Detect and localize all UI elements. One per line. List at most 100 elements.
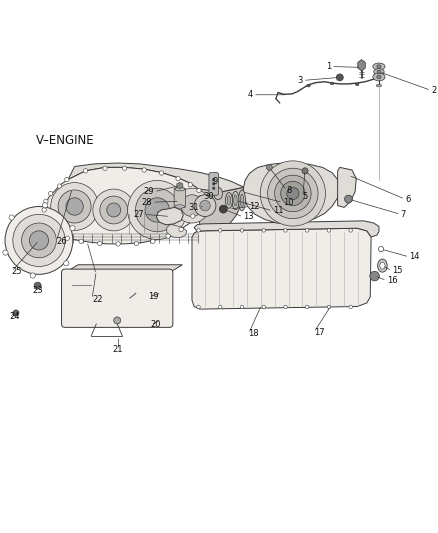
Circle shape [83, 168, 88, 173]
Circle shape [64, 177, 69, 182]
Circle shape [100, 196, 127, 224]
Text: 19: 19 [148, 293, 159, 302]
Circle shape [349, 229, 353, 232]
Ellipse shape [373, 73, 385, 81]
Circle shape [44, 199, 48, 204]
Ellipse shape [377, 75, 381, 79]
Ellipse shape [232, 191, 239, 209]
Circle shape [142, 168, 146, 172]
Circle shape [93, 189, 134, 231]
Text: 13: 13 [243, 213, 254, 221]
Polygon shape [192, 228, 371, 309]
Circle shape [196, 204, 200, 208]
Ellipse shape [239, 190, 245, 211]
Text: 31: 31 [188, 203, 198, 212]
Circle shape [46, 224, 50, 229]
Circle shape [123, 166, 127, 171]
Polygon shape [243, 163, 339, 224]
Circle shape [34, 282, 41, 289]
Circle shape [327, 229, 331, 232]
Polygon shape [68, 163, 244, 197]
Circle shape [135, 188, 179, 232]
Polygon shape [167, 225, 187, 238]
Circle shape [240, 305, 244, 309]
Circle shape [166, 234, 170, 238]
Circle shape [58, 190, 91, 223]
Text: 22: 22 [92, 295, 102, 304]
Circle shape [57, 184, 62, 188]
Circle shape [42, 208, 46, 212]
Text: 17: 17 [314, 328, 325, 337]
Circle shape [327, 305, 331, 309]
Circle shape [284, 305, 287, 309]
Text: 15: 15 [392, 266, 403, 276]
Polygon shape [197, 188, 244, 239]
Circle shape [107, 203, 121, 217]
Circle shape [5, 206, 73, 274]
Polygon shape [358, 60, 365, 71]
Circle shape [103, 166, 107, 171]
Circle shape [151, 239, 155, 244]
Circle shape [79, 239, 83, 244]
Circle shape [13, 310, 19, 316]
Text: 10: 10 [283, 198, 293, 207]
Text: 8: 8 [287, 186, 292, 195]
Ellipse shape [373, 63, 385, 70]
Circle shape [21, 223, 57, 258]
Text: 1: 1 [326, 62, 331, 71]
Circle shape [98, 241, 102, 246]
Text: 24: 24 [9, 312, 20, 321]
Text: 6: 6 [405, 195, 410, 204]
Circle shape [65, 236, 69, 240]
Text: 25: 25 [11, 267, 22, 276]
Ellipse shape [175, 205, 184, 208]
Ellipse shape [330, 82, 334, 85]
Circle shape [43, 216, 47, 220]
Ellipse shape [227, 196, 231, 205]
Circle shape [114, 317, 121, 324]
Text: V–ENGINE: V–ENGINE [35, 134, 94, 147]
Circle shape [49, 191, 53, 196]
Text: 7: 7 [401, 210, 406, 219]
Circle shape [336, 74, 343, 81]
Circle shape [275, 175, 311, 212]
Circle shape [70, 225, 75, 231]
Circle shape [197, 305, 200, 309]
Circle shape [176, 176, 180, 181]
Circle shape [197, 229, 200, 232]
Ellipse shape [175, 188, 184, 191]
Circle shape [116, 242, 120, 246]
Circle shape [302, 168, 308, 174]
Ellipse shape [356, 83, 359, 86]
Text: 14: 14 [410, 253, 420, 261]
Circle shape [262, 229, 265, 232]
Circle shape [175, 188, 209, 223]
Ellipse shape [226, 192, 233, 208]
Circle shape [219, 205, 227, 213]
Circle shape [287, 188, 299, 199]
Polygon shape [65, 265, 182, 272]
Circle shape [219, 229, 222, 232]
Text: 20: 20 [151, 320, 161, 329]
Ellipse shape [380, 262, 385, 269]
Circle shape [281, 181, 305, 206]
Polygon shape [44, 167, 201, 244]
Circle shape [145, 198, 170, 222]
Circle shape [3, 250, 8, 255]
Circle shape [198, 196, 203, 200]
FancyBboxPatch shape [209, 173, 219, 195]
Circle shape [29, 231, 49, 250]
Text: 9: 9 [213, 177, 218, 186]
Circle shape [212, 178, 215, 181]
Text: 3: 3 [297, 76, 303, 85]
Circle shape [284, 229, 287, 232]
Circle shape [54, 231, 59, 235]
Circle shape [305, 305, 309, 309]
Ellipse shape [307, 84, 310, 87]
Polygon shape [177, 182, 183, 189]
Text: 12: 12 [249, 202, 260, 211]
Circle shape [134, 241, 138, 246]
Circle shape [345, 195, 353, 203]
Text: 21: 21 [113, 345, 124, 354]
Circle shape [9, 215, 14, 220]
